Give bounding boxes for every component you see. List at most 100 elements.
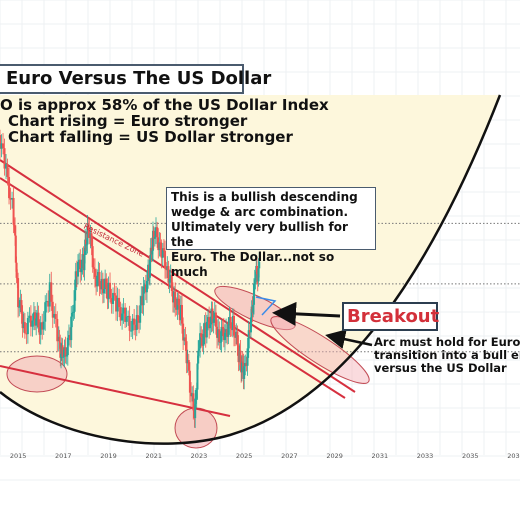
candle-body <box>34 312 37 326</box>
note-line: wedge & arc combination. <box>171 205 349 219</box>
candle-body <box>226 329 229 337</box>
candle-body <box>106 288 109 300</box>
candle-body <box>134 324 137 331</box>
candle-body <box>31 320 34 327</box>
candle-body <box>255 265 258 275</box>
candle-body <box>105 278 108 289</box>
candle-body <box>136 315 139 321</box>
candle-body <box>28 315 31 319</box>
candle-body <box>228 316 231 325</box>
candle-body <box>92 267 95 269</box>
candle-body <box>233 315 235 336</box>
candle-body <box>247 330 250 349</box>
note-line: Ultimately very bullish for the <box>171 220 348 249</box>
info-text: O is approx 58% of the US Dollar Index C… <box>0 97 329 145</box>
note-line: This is a bullish descending <box>171 190 358 204</box>
candle-body <box>211 308 214 323</box>
candle-body <box>243 366 246 379</box>
candle-body <box>15 262 18 278</box>
candle-body <box>143 284 146 287</box>
candle-body <box>133 318 136 325</box>
candle-body <box>152 230 155 239</box>
x-tick-label: 2027 <box>281 452 298 460</box>
candle-body <box>183 337 186 341</box>
candle-body <box>230 328 233 331</box>
candle-body <box>225 329 228 333</box>
candle-body <box>216 326 219 338</box>
candle-body <box>32 312 35 321</box>
x-tick-label: 2031 <box>372 452 389 460</box>
candle-body <box>156 227 159 238</box>
candle-body <box>131 318 134 331</box>
candle-body <box>118 297 121 308</box>
candle-body <box>178 305 181 321</box>
candle-body <box>93 268 96 278</box>
candle-body <box>221 326 224 329</box>
candle-body <box>119 307 122 321</box>
arc-fill <box>0 95 500 444</box>
candle-body <box>205 321 208 338</box>
candle-body <box>227 324 230 337</box>
candle-body <box>171 290 174 303</box>
candle-body <box>96 275 99 287</box>
price-candles <box>0 129 261 429</box>
candle-body <box>103 289 105 294</box>
candle-body <box>72 311 75 313</box>
projection-mark <box>255 296 277 316</box>
candle-body <box>38 327 41 335</box>
candle-body <box>71 312 74 317</box>
candle-body <box>89 233 92 238</box>
candle-body <box>139 305 142 323</box>
candle-body <box>194 398 197 419</box>
candle-body <box>184 337 187 342</box>
candle-body <box>6 164 9 178</box>
support-arc <box>0 94 502 445</box>
x-tick-label: 2017 <box>55 452 72 460</box>
candle-body <box>17 278 20 308</box>
candle-body <box>11 197 14 200</box>
candle-body <box>73 290 76 312</box>
x-tick-label: 2029 <box>326 452 343 460</box>
candle-body <box>64 347 67 357</box>
candle-body <box>80 268 83 273</box>
candle-body <box>159 242 162 250</box>
candle-body <box>48 282 51 307</box>
candle-body <box>81 254 84 269</box>
candle-body <box>170 274 173 291</box>
arc-note-line: transition into a bull era <box>374 348 520 362</box>
title-box: Euro Versus The US Dollar <box>0 64 271 94</box>
candle-body <box>181 304 183 324</box>
candle-body <box>142 286 145 306</box>
arc-note-line: versus the US Dollar <box>374 361 507 375</box>
support-line <box>0 365 231 417</box>
candle-body <box>37 312 40 328</box>
candle-body <box>197 350 200 364</box>
pointer-arrows <box>255 296 373 349</box>
candle-body <box>231 315 234 331</box>
candle-body <box>140 296 143 306</box>
candle-body <box>45 300 48 303</box>
candle-body <box>25 333 28 335</box>
candle-body <box>66 337 69 356</box>
candle-body <box>194 398 197 400</box>
candle-body <box>23 322 26 334</box>
candle-body <box>3 148 6 169</box>
candle-body <box>135 315 138 331</box>
candle-body <box>173 291 176 303</box>
candle-body <box>47 300 50 307</box>
candle-body <box>0 143 3 149</box>
x-tick-label: 2019 <box>100 452 117 460</box>
x-tick-label: 2033 <box>417 452 434 460</box>
candle-body <box>9 198 12 200</box>
candle-body <box>151 250 154 255</box>
chart-title: Euro Versus The US Dollar <box>6 68 272 89</box>
candle-body <box>138 320 141 323</box>
candle-body <box>213 312 216 319</box>
candle-body <box>8 177 11 199</box>
info-line: O is approx 58% of the US Dollar Index <box>0 96 329 114</box>
candle-body <box>176 298 179 310</box>
candle-body <box>88 229 91 238</box>
candle-body <box>219 341 222 343</box>
candle-body <box>77 261 79 277</box>
candle-body <box>196 363 199 390</box>
